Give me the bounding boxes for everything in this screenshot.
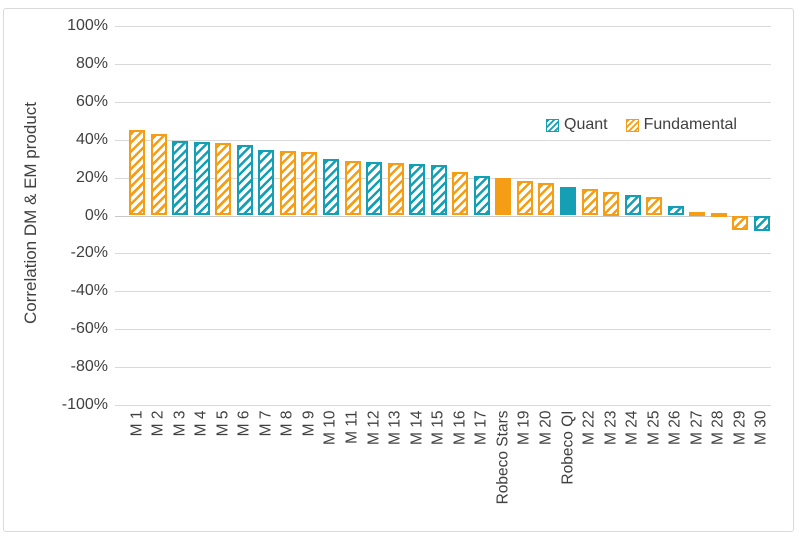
- x-tick-label-m-29: M 29: [731, 410, 749, 445]
- bar-m-20: [538, 183, 555, 216]
- bar-m-14: [409, 164, 426, 216]
- x-tick-label-m-11: M 11: [343, 410, 361, 444]
- gridline-100-: [115, 25, 771, 27]
- legend-fundamental-label: Fundamental: [643, 116, 737, 133]
- x-tick-label-m-26: M 26: [666, 410, 684, 445]
- x-tick-label-m-27: M 27: [688, 410, 706, 445]
- x-tick-label-m-14: M 14: [408, 410, 426, 445]
- bar-m-22: [581, 188, 598, 216]
- y-tick-label--80-: -80%: [70, 358, 108, 376]
- x-tick-label-m-2: M 2: [149, 410, 167, 436]
- x-tick-label-m-23: M 23: [602, 410, 620, 445]
- y-tick-label--60-: -60%: [70, 320, 108, 338]
- bar-m-1: [129, 130, 145, 216]
- bar-m-25: [646, 196, 663, 216]
- bar-m-15: [430, 165, 447, 216]
- bar-robeco-qi: [560, 187, 576, 216]
- bar-m-23: [603, 191, 620, 216]
- x-tick-label-m-24: M 24: [623, 410, 641, 445]
- x-tick-label-m-25: M 25: [645, 410, 663, 445]
- gridline-80-: [115, 63, 771, 65]
- gridline--20-: [115, 253, 771, 255]
- gridline-40-: [115, 139, 771, 141]
- bar-m-28: [710, 212, 727, 217]
- x-tick-label-m-20: M 20: [537, 410, 555, 445]
- bar-m-4: [193, 142, 210, 216]
- bar-robeco-stars: [495, 177, 512, 216]
- x-tick-label-m-1: M 1: [128, 410, 145, 436]
- x-tick-label-m-28: M 28: [709, 410, 727, 445]
- bar-m-7: [258, 150, 275, 216]
- gridline-0-: [115, 215, 771, 217]
- x-tick-label-m-17: M 17: [472, 410, 490, 445]
- x-tick-label-m-30: M 30: [752, 410, 770, 445]
- y-tick-label--40-: -40%: [70, 282, 108, 300]
- gridline--40-: [115, 291, 771, 293]
- legend-item-quant: Quant: [546, 116, 608, 134]
- x-tick-label-robeco-qi: Robeco QI: [559, 410, 576, 485]
- x-tick-label-m-5: M 5: [214, 410, 232, 436]
- legend-quant-swatch-icon: [546, 118, 559, 132]
- y-tick-label-0-: 0%: [84, 206, 108, 224]
- y-tick-label-100-: 100%: [67, 16, 108, 34]
- x-tick-label-m-22: M 22: [580, 410, 598, 445]
- x-tick-label-m-7: M 7: [257, 410, 275, 436]
- bar-m-3: [172, 141, 189, 216]
- y-tick-label-60-: 60%: [75, 92, 108, 110]
- bar-m-17: [473, 175, 490, 216]
- x-tick-label-m-16: M 16: [451, 410, 469, 445]
- x-tick-label-m-13: M 13: [386, 410, 404, 445]
- bar-m-10: [322, 158, 339, 216]
- y-tick-label-20-: 20%: [75, 168, 108, 186]
- chart-area-border: [3, 8, 794, 532]
- bar-m-30: [753, 215, 770, 231]
- bar-m-11: [344, 161, 361, 216]
- x-tick-label-m-9: M 9: [300, 410, 318, 436]
- bar-m-6: [236, 145, 253, 216]
- x-tick-label-m-8: M 8: [278, 410, 296, 436]
- x-tick-label-robeco-stars: Robeco Stars: [494, 410, 512, 504]
- x-tick-label-m-10: M 10: [321, 410, 339, 445]
- x-tick-label-m-12: M 12: [365, 410, 383, 445]
- legend-quant-label: Quant: [564, 116, 608, 133]
- gridline--100-: [115, 405, 771, 407]
- bar-m-19: [516, 181, 533, 216]
- bar-m-5: [215, 143, 232, 216]
- x-tick-label-m-3: M 3: [171, 410, 189, 436]
- bar-m-9: [301, 151, 318, 216]
- bar-m-27: [689, 211, 706, 216]
- bar-m-13: [387, 163, 404, 216]
- y-tick-label--20-: -20%: [70, 244, 108, 262]
- bar-m-12: [366, 162, 383, 216]
- bar-m-26: [667, 206, 684, 216]
- y-tick-label-40-: 40%: [75, 130, 108, 148]
- x-tick-label-m-6: M 6: [235, 410, 253, 436]
- x-tick-label-m-4: M 4: [192, 410, 210, 436]
- gridline-60-: [115, 101, 771, 103]
- bar-m-16: [452, 171, 469, 216]
- x-tick-label-m-19: M 19: [515, 410, 533, 445]
- gridline--80-: [115, 367, 771, 369]
- y-tick-label--100-: -100%: [61, 396, 108, 414]
- legend: Quant Fundamental: [546, 116, 737, 134]
- bar-m-8: [279, 150, 296, 216]
- bar-m-29: [732, 215, 749, 230]
- bar-m-2: [150, 133, 167, 216]
- legend-item-fundamental: Fundamental: [625, 116, 737, 134]
- gridline--60-: [115, 329, 771, 331]
- legend-fundamental-swatch-icon: [625, 118, 639, 132]
- y-tick-label-80-: 80%: [75, 54, 108, 72]
- x-tick-label-m-15: M 15: [429, 410, 447, 445]
- bar-m-24: [624, 194, 641, 216]
